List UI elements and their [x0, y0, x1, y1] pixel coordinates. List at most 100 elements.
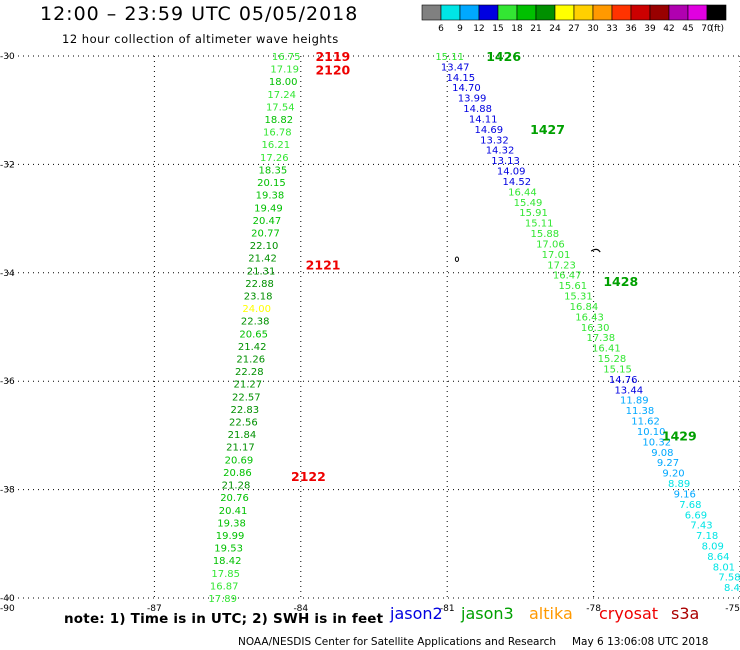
footer-timestamp: May 6 13:06:08 UTC 2018: [572, 636, 709, 648]
legend-tick-label: 21: [530, 24, 541, 34]
latitude-label: -38: [0, 486, 15, 496]
legend-tick-label: 24: [549, 24, 561, 34]
footnote: note: 1) Time is in UTC; 2) SWH is in fe…: [64, 611, 384, 627]
wave-height-value: 17.54: [266, 102, 295, 113]
wave-height-value: 13.99: [458, 94, 487, 105]
wave-height-value: 16.87: [210, 581, 239, 592]
wave-height-value: 7.18: [696, 531, 718, 542]
wave-height-value: 18.00: [269, 77, 298, 88]
wave-height-value: 13.13: [491, 156, 520, 167]
footer-credit: NOAA/NESDIS Center for Satellite Applica…: [238, 636, 556, 648]
wave-height-value: 20.86: [223, 468, 252, 479]
wave-height-value: 21.28: [222, 481, 251, 492]
wave-height-value: 8.01: [713, 562, 735, 573]
wave-height-value: 9.27: [657, 458, 679, 469]
wave-height-value: 16.75: [272, 52, 301, 63]
wave-height-value: 24.00: [242, 304, 271, 315]
wave-height-value: 7.58: [718, 573, 740, 584]
pass-time-label: 2120: [315, 63, 350, 78]
legend-tick-label: 6: [438, 24, 444, 34]
wave-height-value: 11.89: [620, 396, 649, 407]
wave-height-value: 8.44: [724, 583, 740, 594]
wave-height-value: 16.47: [553, 271, 582, 282]
satellite-name: jason3: [461, 604, 514, 623]
satellite-name: jason2: [390, 604, 443, 623]
wave-height-value: 22.56: [229, 418, 258, 429]
legend-tick-label: 18: [511, 24, 523, 34]
wave-height-value: 22.10: [250, 241, 279, 252]
wave-height-value: 14.88: [463, 104, 492, 115]
pass-time-label: 1429: [662, 428, 697, 443]
wave-height-value: 16.21: [262, 140, 291, 151]
legend-tick-label: 33: [606, 24, 617, 34]
wave-height-value: 11.38: [626, 406, 655, 417]
wave-height-value: 14.76: [609, 375, 638, 386]
wave-height-value: 18.82: [264, 115, 293, 126]
legend-tick-label: 12: [473, 24, 484, 34]
wave-height-value: 8.64: [707, 552, 729, 563]
longitude-label: -90: [0, 604, 15, 614]
wave-height-value: 22.57: [232, 392, 261, 403]
wave-height-value: 14.09: [497, 167, 526, 178]
wave-height-value: 20.47: [253, 216, 282, 227]
wave-height-value: 15.15: [603, 364, 632, 375]
wave-height-map: -30 -32 -34 -36 -38 -40-90 -87 -84 -81 -78 -75 16.7…: [0, 49, 740, 614]
wave-height-value: 16.43: [575, 312, 604, 323]
pass-time-label: 2119: [315, 49, 350, 64]
wave-height-value: 14.69: [475, 125, 504, 136]
wave-height-value: 19.38: [256, 191, 285, 202]
pass-time-label: 1428: [603, 274, 638, 289]
legend-tick-label: 45: [682, 24, 693, 34]
wave-height-value: 10.10: [637, 427, 666, 438]
wave-height-value: 16.30: [581, 323, 610, 334]
pass-time-label: 1426: [486, 49, 521, 64]
wave-height-value: 17.24: [267, 90, 296, 101]
wave-height-value: 21.84: [228, 430, 257, 441]
wave-height-value: 15.11: [525, 219, 554, 230]
wave-height-value: 17.89: [208, 594, 237, 605]
wave-height-value: 17.23: [547, 260, 576, 271]
latitude-label: -32: [0, 160, 15, 170]
wave-height-value: 17.06: [536, 239, 565, 250]
wave-height-value: 18.42: [213, 556, 242, 567]
wave-height-value: 18.35: [259, 165, 288, 176]
legend-tick-label: 39: [644, 24, 656, 34]
longitude-label: -84: [293, 604, 308, 614]
wave-height-value: 15.88: [530, 229, 559, 240]
latitude-label: -36: [0, 377, 15, 387]
wave-height-value: 17.01: [542, 250, 571, 261]
wave-height-value: 11.62: [631, 417, 660, 428]
legend-swatch: [706, 4, 727, 21]
wave-height-value: 15.31: [564, 292, 593, 303]
wave-height-value: 14.32: [486, 146, 515, 157]
wave-height-value: 17.38: [586, 333, 615, 344]
wave-height-legend: 6 9 12 15 18 21 24 27 30 33 36 39 42 45 70(ft): [421, 4, 727, 34]
wave-height-value: 14.52: [502, 177, 531, 188]
wave-height-value: 16.78: [263, 128, 292, 139]
legend-unit: (ft): [710, 24, 724, 34]
wave-height-value: 9.20: [662, 469, 684, 480]
wave-height-value: 21.31: [247, 266, 276, 277]
wave-height-value: 20.76: [220, 493, 249, 504]
wave-height-value: 13.32: [480, 135, 509, 146]
wave-height-value: 10.32: [642, 437, 671, 448]
wave-height-value: 20.15: [257, 178, 286, 189]
legend-tick-label: 70: [701, 24, 713, 34]
wave-height-value: 15.11: [435, 52, 464, 63]
wave-height-value: 17.19: [270, 65, 299, 76]
wave-height-value: 16.84: [570, 302, 599, 313]
wave-height-value: 13.44: [614, 385, 643, 396]
wave-height-value: 16.44: [508, 187, 537, 198]
wave-height-value: 9.16: [674, 489, 696, 500]
pass-time-label: 2121: [306, 258, 341, 273]
wave-height-value: 21.42: [248, 254, 277, 265]
wave-height-value: 19.49: [254, 203, 283, 214]
wave-height-value: 22.38: [241, 317, 270, 328]
wave-height-value: 19.99: [216, 531, 245, 542]
latitude-label: -30: [0, 52, 15, 62]
wave-height-value: 15.49: [514, 198, 543, 209]
wave-height-value: 14.15: [447, 73, 476, 84]
page-subtitle: 12 hour collection of altimeter wave hei…: [62, 32, 339, 46]
wave-height-value: 20.41: [219, 506, 248, 517]
wave-height-value: 7.68: [679, 500, 701, 511]
